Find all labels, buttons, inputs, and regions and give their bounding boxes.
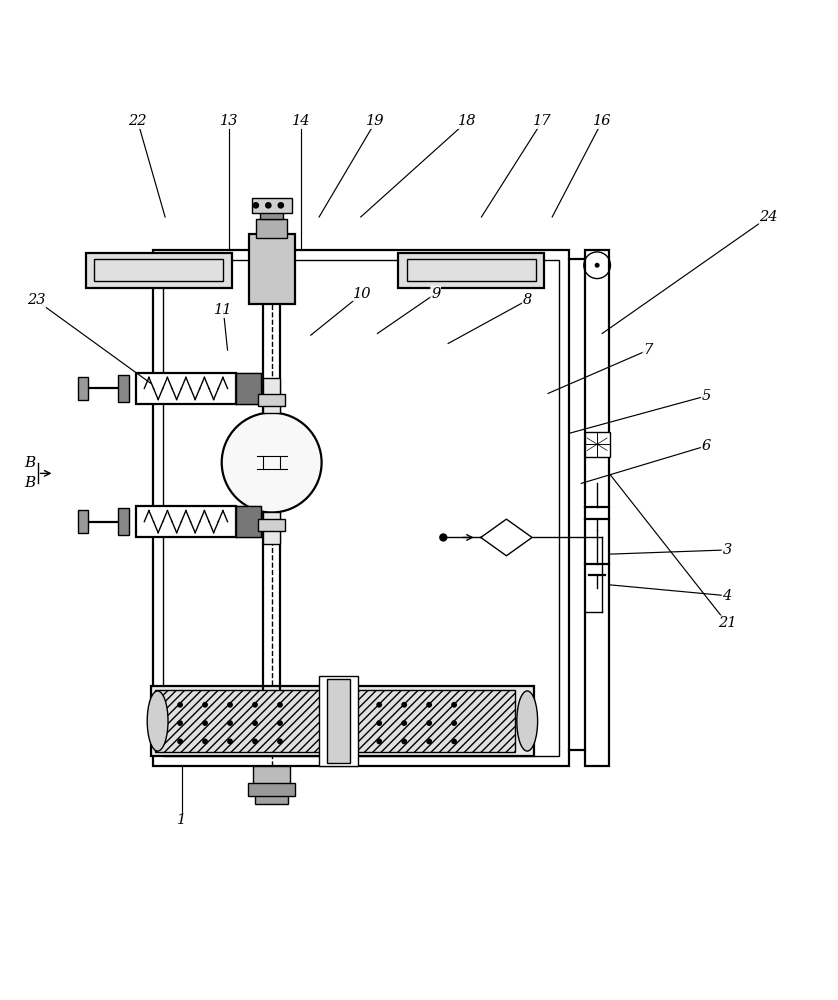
Bar (95, 259, 224, 281)
Circle shape (252, 738, 258, 744)
Bar (249, 234, 295, 304)
Text: 3: 3 (722, 543, 732, 557)
Circle shape (451, 702, 457, 708)
Bar (263, 512, 280, 544)
Circle shape (252, 202, 259, 209)
Bar (78, 510, 88, 533)
Circle shape (227, 702, 233, 708)
Circle shape (451, 738, 457, 744)
Bar (117, 508, 129, 535)
Text: 19: 19 (366, 114, 385, 128)
Bar (253, 766, 290, 785)
Circle shape (427, 702, 432, 708)
Ellipse shape (147, 691, 168, 751)
Circle shape (451, 720, 457, 726)
Bar (327, 679, 350, 763)
Circle shape (277, 738, 283, 744)
Circle shape (427, 720, 432, 726)
Bar (398, 253, 544, 288)
Circle shape (177, 702, 183, 708)
Bar (251, 198, 292, 213)
Bar (263, 378, 280, 413)
Bar (136, 506, 235, 537)
Text: 21: 21 (718, 616, 737, 630)
Bar (258, 394, 285, 406)
Text: 8: 8 (523, 293, 532, 307)
Circle shape (177, 738, 183, 744)
Bar (163, 260, 559, 756)
Ellipse shape (517, 691, 538, 751)
Text: 1: 1 (177, 813, 186, 827)
Circle shape (401, 720, 407, 726)
Bar (78, 377, 88, 400)
Circle shape (265, 202, 272, 209)
Bar (255, 791, 288, 804)
Polygon shape (481, 519, 532, 556)
Text: 7: 7 (644, 343, 653, 357)
Text: 22: 22 (128, 114, 147, 128)
Text: 10: 10 (353, 287, 371, 301)
Circle shape (376, 738, 382, 744)
Text: 17: 17 (533, 114, 551, 128)
Circle shape (252, 702, 258, 708)
Circle shape (227, 738, 233, 744)
Bar (153, 250, 569, 766)
Circle shape (202, 738, 208, 744)
Circle shape (277, 202, 284, 209)
Bar (248, 783, 295, 796)
Bar (136, 373, 235, 404)
Circle shape (252, 720, 258, 726)
Bar (350, 690, 515, 752)
Bar (586, 250, 608, 766)
Bar (406, 259, 535, 281)
Circle shape (595, 263, 600, 268)
Bar (155, 690, 320, 752)
Circle shape (177, 720, 183, 726)
Text: B: B (23, 456, 35, 470)
Bar (258, 519, 285, 531)
Circle shape (401, 702, 407, 708)
Circle shape (277, 702, 283, 708)
Circle shape (202, 702, 208, 708)
Text: 14: 14 (292, 114, 310, 128)
Circle shape (227, 720, 233, 726)
Circle shape (222, 413, 322, 512)
Text: 23: 23 (27, 293, 45, 307)
Circle shape (427, 738, 432, 744)
Polygon shape (235, 373, 261, 404)
Circle shape (401, 738, 407, 744)
Text: 13: 13 (220, 114, 239, 128)
Text: 6: 6 (701, 439, 711, 453)
Bar (256, 219, 287, 238)
Text: 18: 18 (458, 114, 477, 128)
Bar (319, 676, 358, 766)
Bar (86, 253, 231, 288)
Circle shape (277, 720, 283, 726)
Bar (151, 686, 534, 756)
Text: 5: 5 (701, 389, 711, 403)
Polygon shape (235, 506, 261, 537)
Bar (585, 432, 609, 457)
Circle shape (376, 702, 382, 708)
Text: 11: 11 (215, 303, 233, 317)
Text: B: B (23, 476, 35, 490)
Circle shape (376, 720, 382, 726)
Text: 16: 16 (593, 114, 612, 128)
Text: 4: 4 (722, 589, 732, 603)
Circle shape (202, 720, 208, 726)
Circle shape (439, 533, 447, 542)
Text: 9: 9 (431, 287, 440, 301)
Bar (260, 766, 283, 791)
Bar (260, 211, 283, 219)
Text: 24: 24 (759, 210, 778, 224)
Bar (117, 375, 129, 402)
